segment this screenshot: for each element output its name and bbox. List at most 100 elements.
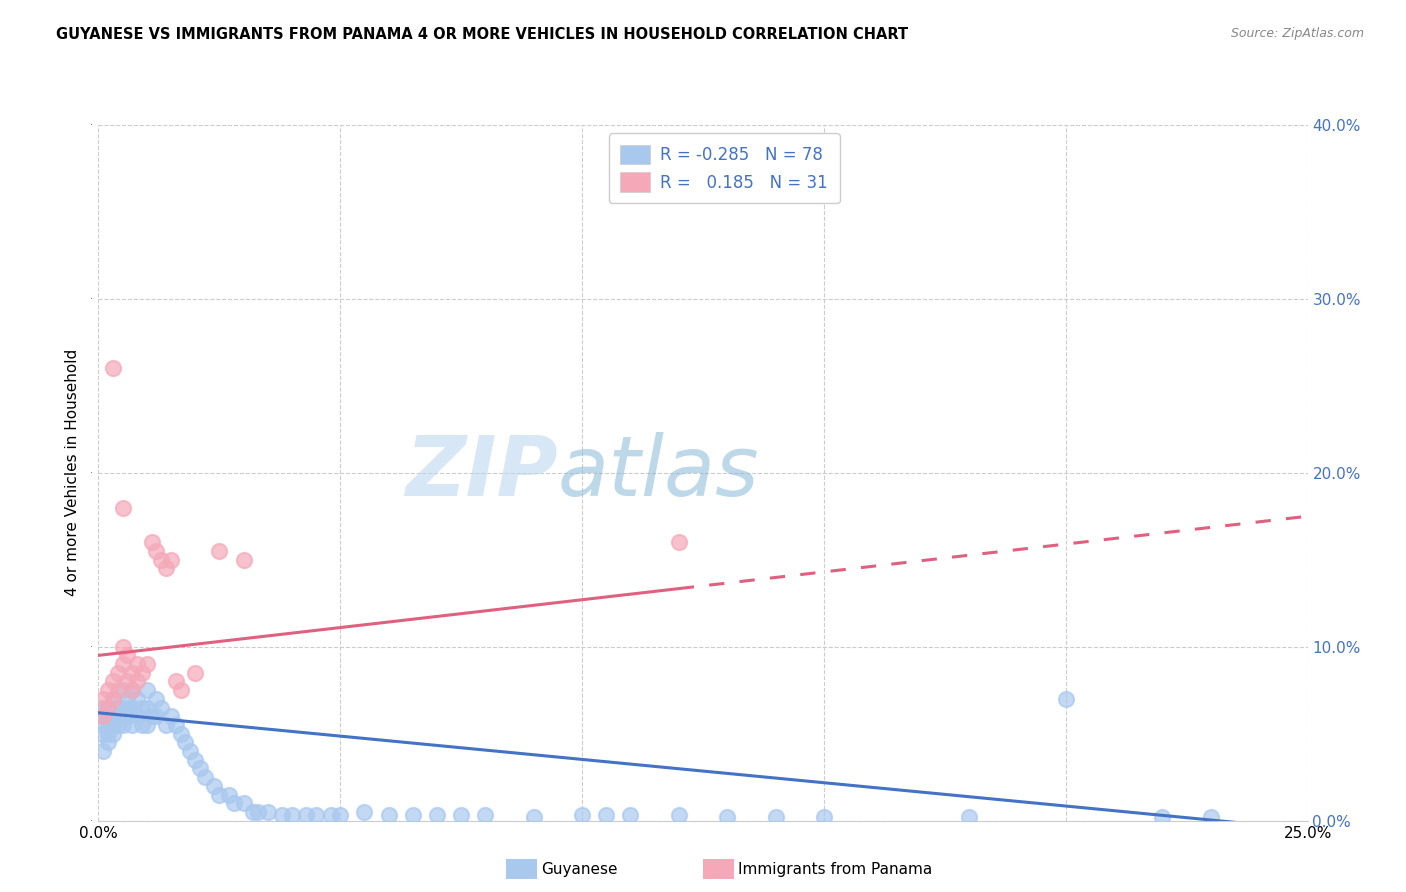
Point xyxy=(121,718,143,732)
Point xyxy=(165,718,187,732)
Text: ZIP: ZIP xyxy=(405,433,558,513)
Point xyxy=(222,796,245,810)
Point xyxy=(716,810,738,824)
Point xyxy=(117,709,139,723)
Point xyxy=(242,805,264,819)
Point xyxy=(107,709,129,723)
Point xyxy=(295,808,318,822)
Point xyxy=(141,709,163,723)
Point xyxy=(523,810,546,824)
Point xyxy=(135,657,157,671)
Point xyxy=(179,744,201,758)
Point xyxy=(91,709,114,723)
Text: Immigrants from Panama: Immigrants from Panama xyxy=(738,863,932,877)
Point xyxy=(145,544,167,558)
Point xyxy=(1199,810,1222,824)
Y-axis label: 4 or more Vehicles in Household: 4 or more Vehicles in Household xyxy=(65,349,80,597)
Point xyxy=(91,744,114,758)
Point xyxy=(155,561,177,575)
Point xyxy=(426,808,449,822)
Point xyxy=(305,808,328,822)
Point xyxy=(765,810,787,824)
Point xyxy=(184,753,207,767)
Point xyxy=(160,552,183,567)
Point xyxy=(169,726,191,740)
Point xyxy=(135,718,157,732)
Text: Source: ZipAtlas.com: Source: ZipAtlas.com xyxy=(1230,27,1364,40)
Point xyxy=(111,500,134,515)
Point xyxy=(184,665,207,680)
Point xyxy=(111,718,134,732)
Point xyxy=(101,726,124,740)
Point xyxy=(169,683,191,698)
Point xyxy=(450,808,472,822)
Point xyxy=(97,735,120,749)
Point xyxy=(91,692,114,706)
Point xyxy=(155,718,177,732)
Point xyxy=(135,683,157,698)
Point xyxy=(91,700,114,714)
Point xyxy=(117,700,139,714)
Point xyxy=(150,700,173,714)
Point xyxy=(107,665,129,680)
Point xyxy=(97,718,120,732)
Point xyxy=(97,700,120,714)
Point xyxy=(668,808,690,822)
Point xyxy=(131,665,153,680)
Point xyxy=(329,808,352,822)
Point xyxy=(232,796,254,810)
Point xyxy=(208,788,231,802)
Point xyxy=(91,709,114,723)
Point xyxy=(319,808,342,822)
Point xyxy=(101,674,124,689)
Point xyxy=(247,805,270,819)
Point xyxy=(107,700,129,714)
Point xyxy=(208,544,231,558)
Point xyxy=(107,718,129,732)
Point xyxy=(127,657,149,671)
Point xyxy=(145,709,167,723)
Text: Guyanese: Guyanese xyxy=(541,863,617,877)
Point xyxy=(111,657,134,671)
Point xyxy=(232,552,254,567)
Point xyxy=(117,692,139,706)
Point xyxy=(402,808,425,822)
Point xyxy=(218,788,240,802)
Point xyxy=(813,810,835,824)
Point xyxy=(101,709,124,723)
Point xyxy=(117,674,139,689)
Point xyxy=(194,770,217,784)
Point xyxy=(145,692,167,706)
Point xyxy=(165,674,187,689)
Point xyxy=(117,648,139,663)
Point xyxy=(1054,692,1077,706)
Point xyxy=(141,535,163,549)
Point xyxy=(256,805,278,819)
Point xyxy=(97,683,120,698)
Point xyxy=(204,779,226,793)
Point xyxy=(97,700,120,714)
Point xyxy=(188,761,211,775)
Point xyxy=(97,726,120,740)
Point xyxy=(121,700,143,714)
Point xyxy=(135,700,157,714)
Point xyxy=(127,709,149,723)
Legend: R = -0.285   N = 78, R =   0.185   N = 31: R = -0.285 N = 78, R = 0.185 N = 31 xyxy=(609,133,839,203)
Point xyxy=(957,810,980,824)
Point xyxy=(668,535,690,549)
Point xyxy=(121,683,143,698)
Point xyxy=(107,683,129,698)
Point xyxy=(281,808,304,822)
Point xyxy=(271,808,294,822)
Point xyxy=(619,808,641,822)
Point xyxy=(111,700,134,714)
Point xyxy=(121,665,143,680)
Point xyxy=(127,674,149,689)
Point xyxy=(97,709,120,723)
Point xyxy=(1152,810,1174,824)
Text: atlas: atlas xyxy=(558,433,759,513)
Point xyxy=(101,692,124,706)
Point xyxy=(111,683,134,698)
Point xyxy=(160,709,183,723)
Point xyxy=(101,692,124,706)
